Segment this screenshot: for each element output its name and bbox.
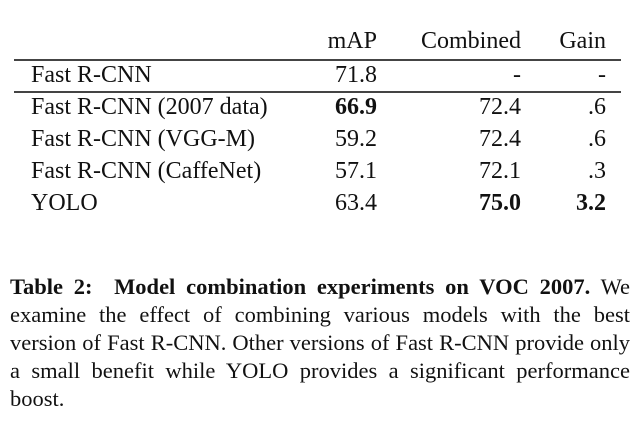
cell-map: 71.8 bbox=[335, 62, 377, 88]
cell-model: Fast R-CNN (CaffeNet) bbox=[31, 158, 262, 184]
cell-gain: 3.2 bbox=[576, 190, 606, 216]
cell-model: YOLO bbox=[31, 190, 98, 216]
cell-gain: - bbox=[598, 62, 606, 88]
cell-map: 63.4 bbox=[335, 190, 377, 216]
cell-gain: .6 bbox=[588, 94, 606, 120]
table-header-row: mAP Combined Gain bbox=[0, 25, 638, 57]
cell-combined: 75.0 bbox=[479, 190, 521, 216]
table-caption: Table 2: Model combination experiments o… bbox=[10, 273, 630, 413]
table-rule-top bbox=[14, 59, 621, 61]
header-map: mAP bbox=[327, 28, 377, 54]
table-rule-mid bbox=[14, 91, 621, 93]
cell-model: Fast R-CNN (2007 data) bbox=[31, 94, 268, 120]
header-combined: Combined bbox=[421, 28, 521, 54]
cell-map: 66.9 bbox=[335, 94, 377, 120]
cell-combined: 72.1 bbox=[479, 158, 521, 184]
cell-map: 57.1 bbox=[335, 158, 377, 184]
cell-combined: - bbox=[513, 62, 521, 88]
cell-gain: .3 bbox=[588, 158, 606, 184]
cell-map: 59.2 bbox=[335, 126, 377, 152]
caption-title: Model combination experiments on VOC 200… bbox=[114, 274, 591, 299]
header-gain: Gain bbox=[559, 28, 606, 54]
table-row: Fast R-CNN (CaffeNet) 57.1 72.1 .3 bbox=[0, 155, 638, 187]
table-row: YOLO 63.4 75.0 3.2 bbox=[0, 187, 638, 219]
table-row: Fast R-CNN (VGG-M) 59.2 72.4 .6 bbox=[0, 123, 638, 155]
table-row: Fast R-CNN 71.8 - - bbox=[0, 59, 638, 91]
cell-combined: 72.4 bbox=[479, 126, 521, 152]
table-row: Fast R-CNN (2007 data) 66.9 72.4 .6 bbox=[0, 91, 638, 123]
cell-gain: .6 bbox=[588, 126, 606, 152]
cell-combined: 72.4 bbox=[479, 94, 521, 120]
cell-model: Fast R-CNN bbox=[31, 62, 152, 88]
cell-model: Fast R-CNN (VGG-M) bbox=[31, 126, 255, 152]
caption-body: We examine the effect of combining vario… bbox=[10, 274, 631, 411]
caption-label: Table 2: bbox=[10, 274, 93, 299]
